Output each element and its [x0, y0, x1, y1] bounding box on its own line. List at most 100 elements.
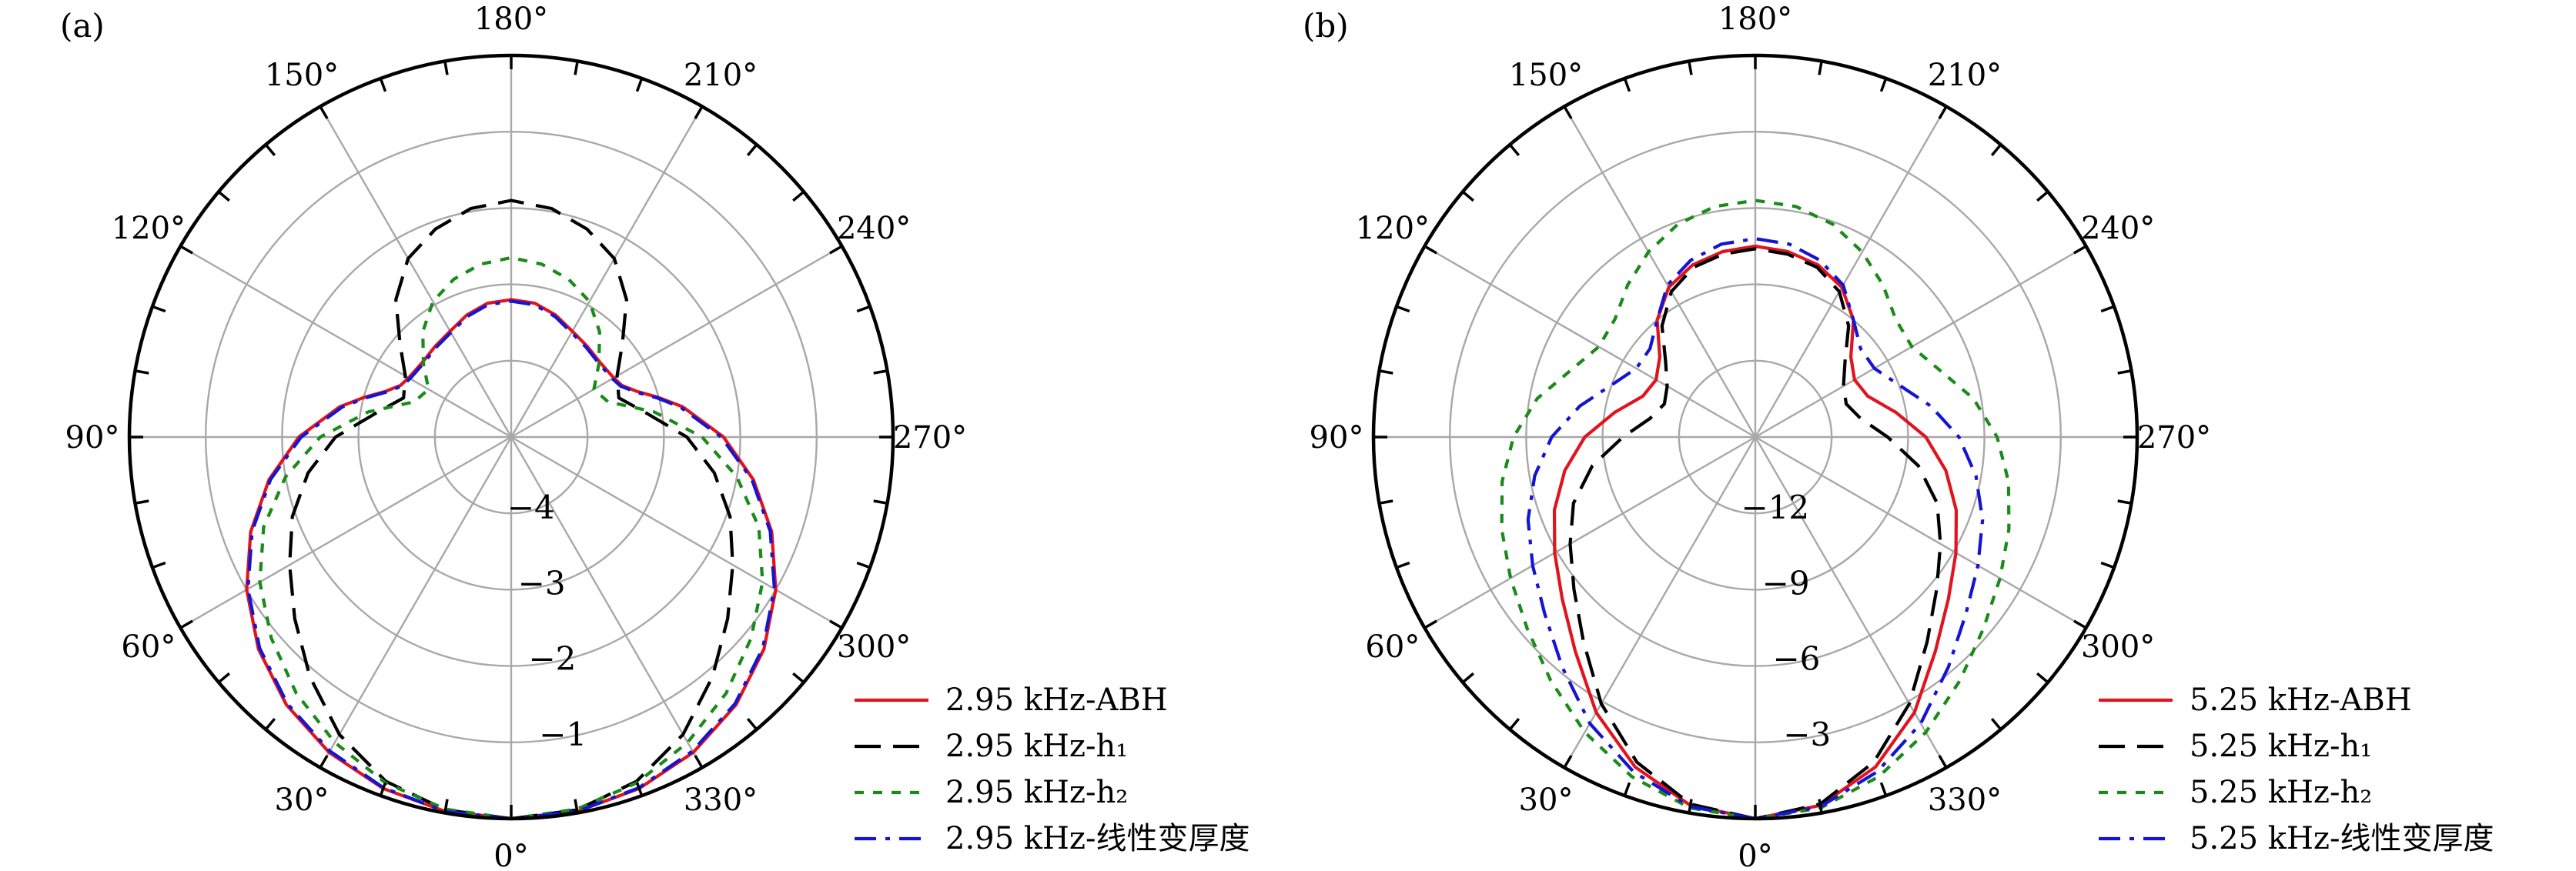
angle-tick	[873, 369, 888, 375]
angle-tick	[635, 782, 644, 796]
angle-tick-label: 240°	[2081, 211, 2155, 246]
angle-tick-label: 90°	[1310, 420, 1364, 456]
angle-tick	[1379, 369, 1393, 375]
radial-grid	[1373, 55, 2137, 819]
angle-tick	[1938, 755, 1948, 769]
angle-tick	[2117, 369, 2132, 375]
legend-entry-label: 2.95 kHz-线性变厚度	[945, 821, 1250, 856]
grid-spoke	[179, 245, 512, 439]
angle-tick	[1990, 718, 2002, 731]
angle-tick-label: 30°	[1519, 783, 1574, 818]
angle-tick	[1563, 755, 1573, 769]
legend: 2.95 kHz-ABH 2.95 kHz-h₁ 2.95 kHz-h₂ 2.95 k…	[855, 682, 1250, 856]
angle-tick	[379, 782, 387, 796]
legend-entry-label: 5.25 kHz-ABH	[2190, 682, 2412, 718]
angle-tick	[746, 143, 758, 156]
angle-tick-label: 300°	[2081, 629, 2155, 665]
grid-spoke	[510, 436, 843, 629]
angle-tick	[829, 245, 843, 255]
angle-tick	[319, 105, 329, 119]
angle-tick	[1623, 782, 1631, 796]
angle-tick	[873, 499, 888, 505]
angle-tick	[792, 672, 805, 684]
angle-tick-label: 90°	[65, 420, 120, 456]
angle-tick	[1879, 78, 1888, 92]
angle-tick	[829, 619, 843, 629]
grid-spoke	[510, 436, 704, 769]
panel-label: (b)	[1303, 7, 1349, 45]
angle-tick	[379, 78, 387, 92]
radial-tick-label: −4	[507, 489, 555, 526]
angle-tick	[635, 78, 644, 92]
angle-tick	[694, 105, 704, 119]
angle-tick	[1461, 672, 1474, 684]
angle-tick	[1461, 190, 1474, 202]
radial-grid	[129, 55, 893, 819]
angle-tick	[152, 305, 166, 313]
angle-tick	[1396, 305, 1410, 313]
grid-spoke	[1563, 436, 1757, 769]
series-line-2	[1568, 247, 1942, 821]
angle-tick	[2100, 561, 2115, 569]
angle-tick	[1879, 782, 1888, 796]
angle-tick-label: 210°	[684, 58, 758, 93]
angle-tick	[1423, 245, 1437, 255]
radial-tick-label: −9	[1762, 564, 1810, 602]
angle-tick	[264, 718, 276, 731]
legend-entry-label: 5.25 kHz-线性变厚度	[2190, 821, 2494, 856]
grid-spoke	[1423, 436, 1756, 629]
angle-tick	[2117, 499, 2132, 505]
grid-spoke	[319, 105, 513, 438]
angle-tick-label: 180°	[1718, 2, 1792, 37]
angle-tick-label: 270°	[2137, 420, 2211, 456]
angle-tick-label: 150°	[1509, 58, 1583, 93]
radial-tick-label: −1	[539, 716, 587, 753]
grid-spoke	[179, 436, 512, 629]
legend-entry-label: 2.95 kHz-h₂	[945, 775, 1128, 810]
angle-tick	[574, 799, 579, 813]
angle-tick	[1818, 61, 1823, 75]
series-line-4	[1526, 237, 1985, 821]
angle-tick	[856, 561, 871, 569]
angle-tick	[1688, 61, 1693, 75]
radial-tick-label: −6	[1772, 640, 1820, 678]
angle-tick	[1508, 718, 1521, 731]
angle-tick	[2073, 245, 2087, 255]
angle-tick	[443, 61, 449, 75]
angle-tick	[179, 245, 193, 255]
polar-chart-a: (a) 0° 30° 60° 90° 120° 150° 180° 210° 240° 270° 30…	[60, 2, 1250, 871]
angle-tick	[264, 143, 276, 156]
radial-tick-label: −3	[1783, 716, 1831, 753]
angle-tick	[1623, 78, 1631, 92]
angle-tick-label: 300°	[837, 629, 911, 665]
angle-tick	[1563, 105, 1573, 119]
angle-tick	[1818, 799, 1823, 813]
radial-tick-label: −2	[528, 640, 576, 678]
angle-tick	[792, 190, 805, 202]
radial-tick-label: −12	[1741, 489, 1809, 526]
angle-tick	[217, 672, 230, 684]
series-line-3	[258, 255, 764, 821]
angle-tick	[135, 369, 149, 375]
angle-tick	[1508, 143, 1521, 156]
angle-tick-label: 330°	[1928, 783, 2002, 818]
angle-tick	[2100, 305, 2115, 313]
angle-tick	[746, 718, 758, 731]
angle-tick	[856, 305, 871, 313]
radial-tick-label: −3	[518, 564, 566, 602]
angle-tick-label: 60°	[1365, 629, 1420, 665]
grid-spoke	[1423, 245, 1756, 439]
angle-tick	[152, 561, 166, 569]
angle-tick-label: 330°	[684, 783, 758, 818]
grid-spoke	[1563, 105, 1757, 438]
angle-tick	[1688, 799, 1693, 813]
panel-label: (a)	[60, 7, 105, 45]
grid-spoke	[510, 105, 704, 438]
angle-tick	[179, 619, 193, 629]
angle-tick	[1990, 143, 2002, 156]
series-line-4	[246, 299, 776, 821]
grid-spoke	[1754, 105, 1948, 438]
angle-tick-label: 60°	[121, 629, 176, 665]
angle-tick-label: 150°	[265, 58, 339, 93]
